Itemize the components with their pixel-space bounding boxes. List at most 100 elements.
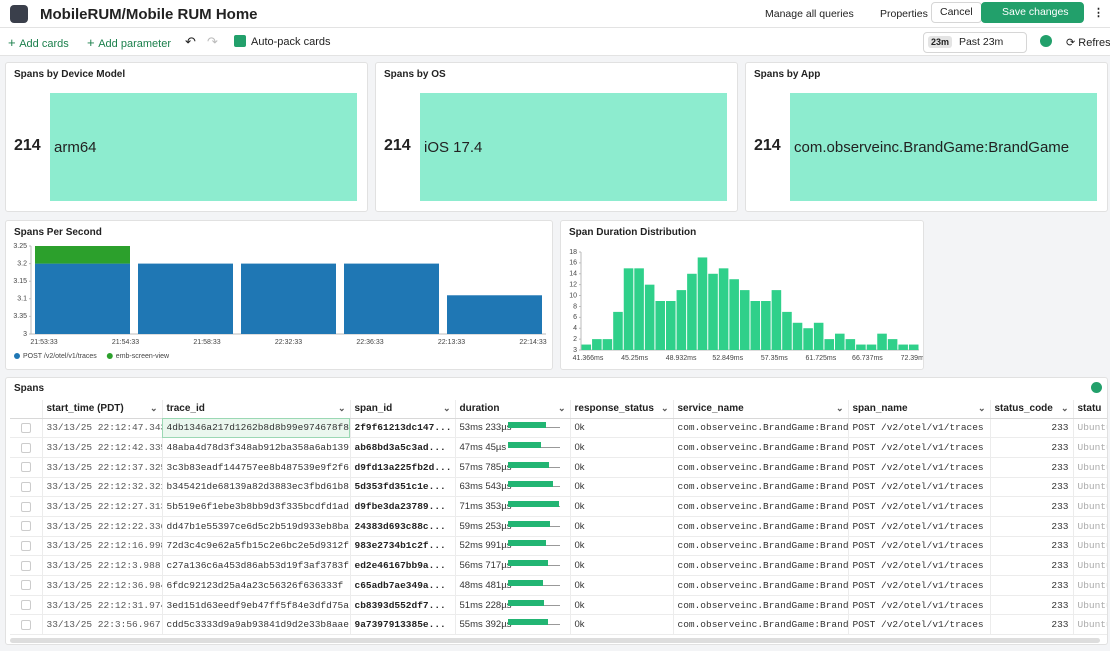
bar xyxy=(739,290,750,350)
table-cell: 52ms 991µs xyxy=(455,536,571,557)
row-checkbox[interactable] xyxy=(20,580,31,591)
refresh[interactable]: ⟳ Refresh xyxy=(1066,36,1110,49)
auto-pack-checkbox[interactable] xyxy=(234,35,246,47)
row-checkbox[interactable] xyxy=(20,600,31,611)
cell-text: 5b519e6f1ebe3b8bb9d3f335bcdfd1ad xyxy=(166,501,349,513)
table: start_time (PDT) ⌄ trace_id ⌄ span_id ⌄ durati… xyxy=(10,400,1108,636)
table-cell: Ubuntu xyxy=(1073,477,1107,498)
properties[interactable]: Properties xyxy=(880,8,928,20)
row-checkbox[interactable] xyxy=(20,560,31,571)
table-cell: 57ms 785µs xyxy=(455,457,571,478)
cell-text: 233 xyxy=(1051,481,1069,493)
cell-text: cdd5c3333d9a9ab93841d9d2e33b8aae xyxy=(166,619,349,631)
cell-text: 0k xyxy=(574,560,585,572)
cell-text: 48aba4d78d3f348ab912ba358a6ab139 xyxy=(166,442,349,454)
bar xyxy=(729,279,739,350)
bar xyxy=(771,290,782,350)
add-parameter[interactable]: + Add parameter xyxy=(87,35,171,50)
table-cell: 5b519e6f1ebe3b8bb9d3f335bcdfd1ad xyxy=(162,496,351,517)
cell-text: 233 xyxy=(1051,619,1069,631)
sort-icon: ⌄ xyxy=(442,403,451,414)
bar xyxy=(708,273,718,350)
table-cell: POST /v2/otel/v1/traces xyxy=(848,595,991,616)
table-cell: 0k xyxy=(570,418,674,439)
table-cell: d9fbe3da23789... xyxy=(350,496,456,517)
stat-value: 214 xyxy=(754,137,781,154)
table-cell: Ubuntu xyxy=(1073,536,1107,557)
chart: 3 3.35 3.1 3.15 3.2 3.25 21:53:33 21:54:33 21:58… xyxy=(13,243,546,360)
manage-queries[interactable]: Manage all queries xyxy=(765,8,854,20)
table-cell: com.observeinc.BrandGame:BrandGame xyxy=(673,555,849,576)
cell-text: 55ms 392µs xyxy=(459,619,512,631)
table-cell: POST /v2/otel/v1/traces xyxy=(848,614,991,636)
add-cards[interactable]: + Add cards xyxy=(8,35,69,50)
x-tick-label: 61.725ms xyxy=(805,355,836,362)
duration-bar xyxy=(507,579,560,586)
table-cell: com.observeinc.BrandGame:BrandGame xyxy=(673,418,849,439)
cell-text: 0k xyxy=(574,579,585,591)
cell-text: 33/13/25 22:12:16.998 xyxy=(46,540,162,552)
y-tick-label: 3.15 xyxy=(13,278,27,285)
table-cell: 33/13/25 22:12:47.343 xyxy=(42,418,163,439)
duration-fill xyxy=(507,599,545,606)
y-tick-label: 3.35 xyxy=(13,313,27,320)
column-header: span_id ⌄ xyxy=(350,400,456,419)
stat-value: 214 xyxy=(384,137,411,154)
row-checkbox[interactable] xyxy=(20,619,31,630)
table-cell: POST /v2/otel/v1/traces xyxy=(848,437,991,458)
cancel-button[interactable]: Cancel xyxy=(931,2,982,23)
row-checkbox[interactable] xyxy=(20,501,31,512)
row-checkbox[interactable] xyxy=(20,481,31,492)
cell-text: POST /v2/otel/v1/traces xyxy=(852,579,984,591)
bar xyxy=(866,344,877,350)
row-checkbox[interactable] xyxy=(20,521,31,532)
select-cell xyxy=(10,516,43,537)
stat-bar: iOS 17.4 xyxy=(420,93,727,201)
select-cell xyxy=(10,595,43,616)
cell-text: 0k xyxy=(574,461,585,473)
y-tick-label: 18 xyxy=(569,249,577,256)
table-cell: cb8393d552df7... xyxy=(350,595,456,616)
table-cell: 55ms 392µs xyxy=(455,614,571,636)
row-checkbox[interactable] xyxy=(20,540,31,551)
duration-fill xyxy=(507,461,550,468)
time-picker[interactable]: 23m Past 23m xyxy=(923,32,1027,53)
cell-text: 72d3c4c9e62a5fb15c2e6bc2e5d9312f xyxy=(166,540,349,552)
save-button[interactable]: Save changes xyxy=(981,2,1084,23)
scrollbar xyxy=(10,638,1100,643)
select-cell xyxy=(10,418,43,439)
more-menu[interactable]: ⋮ xyxy=(1093,7,1104,19)
status-ok xyxy=(1040,35,1052,47)
table-cell: 72d3c4c9e62a5fb15c2e6bc2e5d9312f xyxy=(162,536,351,557)
cell-text: Ubuntu xyxy=(1077,520,1108,532)
table-cell: POST /v2/otel/v1/traces xyxy=(848,457,991,478)
undo[interactable]: ↶ xyxy=(185,34,196,49)
cell-text: 33/13/25 22:12:27.313 xyxy=(46,501,162,513)
table-cell: 48ms 481µs xyxy=(455,575,571,596)
x-tick-label: 45.25ms xyxy=(621,355,648,362)
column-header: response_status ⌄ xyxy=(570,400,674,419)
table-cell: 233 xyxy=(990,418,1074,439)
cell-text: 33/13/25 22:12:3.988 xyxy=(46,560,161,572)
cell-text: POST /v2/otel/v1/traces xyxy=(852,520,984,532)
table-cell: POST /v2/otel/v1/traces xyxy=(848,496,991,517)
x-tick-label: 22:14:33 xyxy=(519,339,546,346)
table-cell: 53ms 233µs xyxy=(455,418,571,439)
redo[interactable]: ↷ xyxy=(207,34,218,49)
y-tick-label: 10 xyxy=(569,292,577,299)
table-cell: ed2e46167bb9a... xyxy=(350,555,456,576)
bar xyxy=(241,263,336,334)
table-cell: Ubuntu xyxy=(1073,418,1107,439)
sort-icon: ⌄ xyxy=(557,403,566,414)
table-cell: Ubuntu xyxy=(1073,614,1107,636)
table-cell: 51ms 228µs xyxy=(455,595,571,616)
row-checkbox[interactable] xyxy=(20,462,31,473)
row-checkbox[interactable] xyxy=(20,442,31,453)
column-header: statu⌄ xyxy=(1073,400,1107,419)
y-tick-label: 4 xyxy=(573,325,577,332)
cell-text: POST /v2/otel/v1/traces xyxy=(852,501,984,513)
bar xyxy=(613,311,623,350)
toolbar: + Add cards + Add parameter ↶ ↷ Auto-pac… xyxy=(0,28,1110,56)
row-checkbox[interactable] xyxy=(20,422,31,433)
duration-bar xyxy=(507,520,560,527)
